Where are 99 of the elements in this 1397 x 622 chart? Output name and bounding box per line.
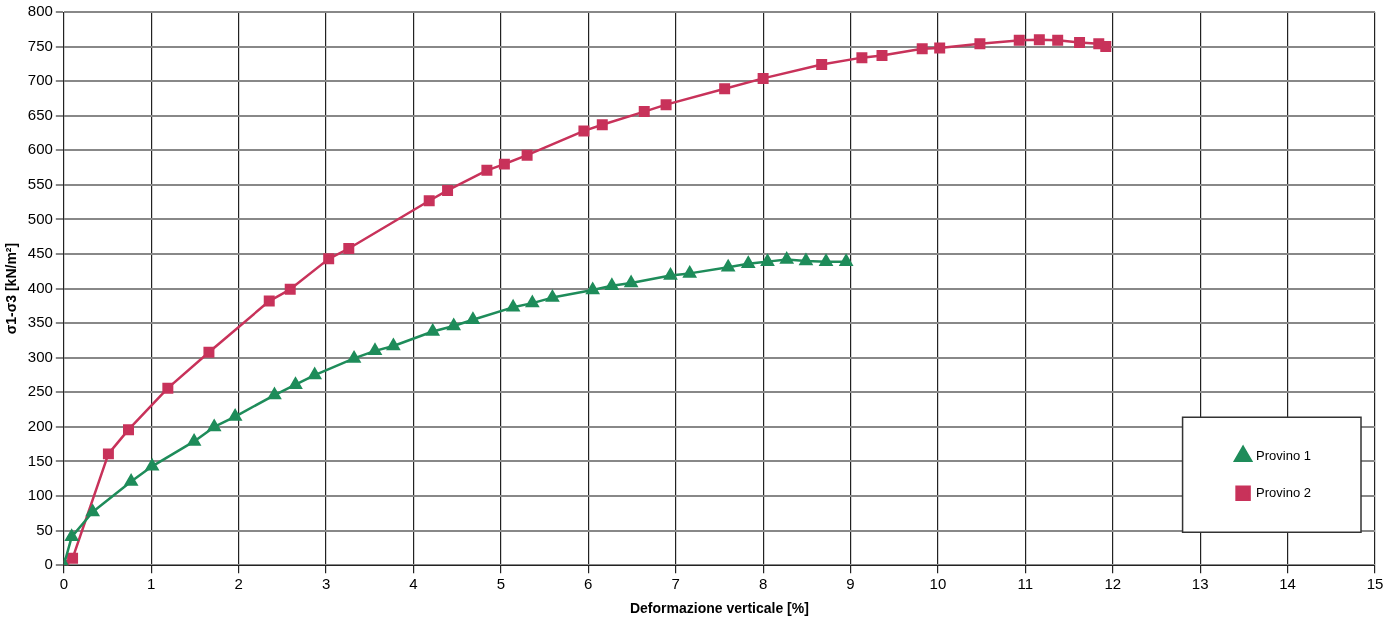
- x-tick-label: 1: [147, 575, 156, 593]
- x-tick-label: 10: [929, 575, 947, 593]
- x-tick-label: 7: [671, 575, 680, 593]
- point: [263, 295, 275, 307]
- point: [660, 99, 672, 111]
- x-tick-label: 12: [1104, 575, 1122, 593]
- x-tick-label: 3: [321, 575, 331, 593]
- point: [819, 254, 833, 266]
- point: [664, 268, 677, 280]
- y-tick-label: 250: [27, 382, 53, 400]
- point: [624, 275, 638, 288]
- point: [605, 278, 619, 291]
- legend-label: Provino 1: [1256, 447, 1311, 463]
- point: [386, 338, 400, 351]
- point: [442, 184, 454, 196]
- point: [187, 434, 201, 446]
- point: [1013, 34, 1025, 46]
- point: [799, 253, 813, 266]
- y-tick-label: 400: [27, 278, 53, 296]
- point: [1074, 36, 1086, 48]
- point: [721, 259, 735, 272]
- y-tick-label: 150: [27, 451, 53, 469]
- point: [203, 346, 215, 358]
- point: [1052, 34, 1064, 46]
- x-tick-label: 9: [846, 575, 855, 593]
- y-axis-title: σ1-σ3 [kN/m²]: [3, 242, 20, 335]
- point: [1033, 34, 1045, 46]
- point: [481, 164, 493, 176]
- point: [741, 256, 755, 268]
- point: [974, 38, 986, 50]
- y-tick-label: 350: [27, 313, 53, 331]
- point: [123, 424, 134, 436]
- y-tick-label: 300: [27, 347, 53, 365]
- point: [856, 52, 868, 64]
- y-tick-label: 450: [27, 244, 53, 262]
- point: [347, 351, 361, 363]
- point: [426, 324, 440, 336]
- x-tick-label: 8: [758, 575, 768, 593]
- point: [719, 83, 731, 95]
- point: [207, 419, 221, 432]
- legend-label: Provino 2: [1256, 484, 1311, 500]
- x-tick-label: 6: [584, 575, 593, 593]
- x-tick-label: 14: [1279, 575, 1296, 593]
- point: [596, 119, 608, 131]
- point: [466, 312, 480, 324]
- point: [683, 266, 697, 278]
- point: [876, 50, 888, 62]
- point: [145, 459, 159, 471]
- point: [86, 504, 100, 517]
- point: [761, 254, 774, 266]
- x-tick-label: 5: [496, 575, 506, 593]
- y-tick-label: 800: [27, 2, 53, 20]
- y-tick-label: 200: [27, 417, 53, 435]
- y-tick-label: 650: [27, 105, 53, 123]
- point: [162, 382, 174, 394]
- y-tick-label: 600: [27, 140, 53, 158]
- y-tick-label: 750: [27, 36, 53, 54]
- point: [423, 195, 435, 207]
- y-tick-label: 0: [44, 555, 53, 573]
- y-tick-label: 500: [27, 209, 53, 227]
- point: [638, 106, 650, 118]
- point: [124, 474, 138, 486]
- y-tick-label: 100: [27, 486, 53, 504]
- point: [578, 125, 590, 137]
- x-tick-label: 4: [409, 575, 418, 593]
- x-tick-label: 2: [234, 575, 243, 593]
- point: [757, 72, 769, 84]
- point: [498, 158, 510, 170]
- point: [65, 529, 79, 542]
- x-tick-label: 13: [1191, 575, 1209, 593]
- point: [816, 59, 828, 71]
- point: [506, 300, 520, 312]
- point: [268, 387, 281, 400]
- y-tick-label: 50: [36, 520, 53, 538]
- point: [289, 377, 302, 389]
- point: [521, 149, 533, 161]
- point: [447, 318, 461, 331]
- point: [839, 254, 853, 266]
- point: [525, 295, 539, 308]
- point: [308, 367, 322, 380]
- y-tick-label: 550: [27, 175, 53, 193]
- x-tick-label: 0: [59, 575, 68, 593]
- x-tick-label: 11: [1017, 575, 1034, 593]
- point: [228, 409, 242, 421]
- point: [343, 243, 355, 254]
- point: [67, 552, 79, 564]
- point: [934, 42, 946, 54]
- x-axis-title: Deformazione verticale [%]: [629, 600, 809, 617]
- point: [780, 252, 794, 264]
- point: [323, 253, 335, 265]
- point: [284, 283, 296, 295]
- point: [546, 290, 559, 302]
- point: [586, 282, 600, 295]
- point: [916, 43, 928, 55]
- y-tick-label: 700: [27, 71, 53, 89]
- point: [368, 343, 382, 356]
- x-tick-label: 15: [1366, 575, 1384, 593]
- point: [1100, 41, 1112, 53]
- point: [102, 448, 114, 460]
